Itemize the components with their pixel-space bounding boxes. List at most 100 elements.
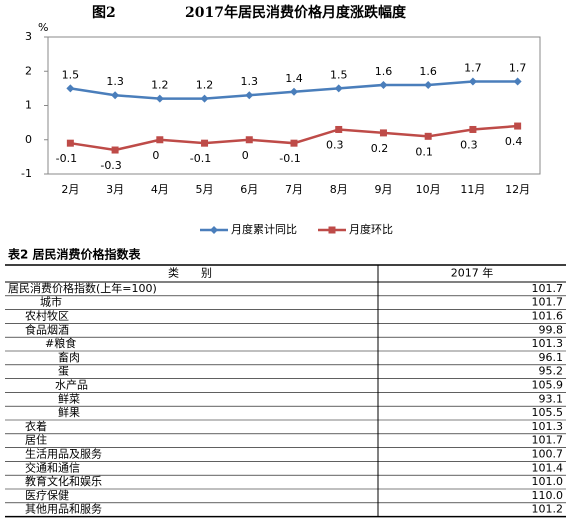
x-tick-label: 8月 [330, 183, 348, 196]
point [424, 132, 432, 140]
row-value: 99.8 [539, 323, 564, 336]
figure-label: 图2 [92, 5, 116, 21]
data-label: 0.4 [505, 135, 523, 148]
data-label: 0 [152, 149, 159, 162]
legend-label: 月度累计同比 [231, 222, 297, 236]
point [155, 94, 164, 103]
data-label: 0.1 [415, 145, 433, 158]
row-value: 100.7 [532, 448, 564, 461]
data-label: -0.1 [279, 152, 300, 165]
row-value: 110.0 [532, 489, 564, 502]
data-label: -0.1 [190, 152, 211, 165]
point [111, 146, 119, 154]
y-tick-label: 2 [25, 64, 32, 77]
y-tick-label: 1 [25, 99, 32, 112]
point [290, 139, 298, 147]
data-label: 1.7 [464, 62, 482, 75]
data-label: 1.5 [330, 68, 348, 81]
row-label: 蛋 [58, 365, 69, 378]
point [245, 91, 254, 100]
data-label: 1.2 [196, 79, 214, 92]
row-label: 鲜果 [58, 405, 80, 419]
data-label: 0.2 [371, 142, 389, 155]
point [335, 125, 343, 133]
row-value: 96.1 [539, 351, 564, 364]
data-label: 1.2 [151, 79, 169, 92]
data-label: 1.4 [285, 72, 303, 85]
point [424, 80, 433, 89]
data-label: 1.3 [106, 75, 124, 88]
row-value: 101.7 [532, 434, 564, 447]
row-value: 105.9 [532, 379, 564, 392]
point [210, 226, 218, 234]
row-label: 衣着 [25, 419, 47, 433]
point [468, 77, 477, 86]
row-label: 鲜菜 [58, 391, 80, 405]
point [379, 80, 388, 89]
point [156, 136, 164, 144]
data-label: 0.3 [460, 138, 478, 151]
row-label: 农村牧区 [25, 309, 69, 323]
row-label: 食品烟酒 [25, 322, 69, 336]
point [513, 77, 522, 86]
row-label: 城市 [40, 295, 62, 309]
unit-label: % [38, 21, 48, 34]
point [200, 94, 209, 103]
point [245, 136, 253, 144]
data-label: 1.6 [419, 65, 437, 78]
data-label: 0 [242, 149, 249, 162]
data-label: -0.1 [56, 152, 77, 165]
y-tick-label: 0 [25, 133, 32, 146]
chart-title: 2017年居民消费价格月度涨跌幅度 [185, 4, 407, 21]
data-label: 1.3 [241, 75, 259, 88]
row-value: 93.1 [539, 392, 564, 405]
y-tick-label: 3 [25, 30, 32, 43]
row-label: 生活用品及服务 [25, 447, 102, 461]
data-label: 0.3 [326, 138, 344, 151]
point [469, 125, 477, 133]
point [201, 139, 209, 147]
point [514, 122, 522, 130]
point [66, 84, 75, 93]
row-value: 105.5 [532, 406, 564, 419]
row-value: 101.4 [532, 461, 564, 474]
point [328, 226, 336, 234]
row-label: 居住 [25, 433, 47, 447]
x-tick-label: 11月 [460, 183, 485, 196]
row-label: 其他用品和服务 [25, 503, 102, 516]
row-value: 95.2 [539, 365, 564, 378]
row-label: #粮食 [45, 336, 76, 350]
table-header: 类 别 [168, 266, 212, 280]
x-tick-label: 7月 [285, 183, 303, 196]
table-title: 表2 居民消费价格指数表 [7, 247, 142, 262]
point [290, 87, 298, 96]
data-label: 1.7 [509, 62, 527, 75]
x-tick-label: 4月 [151, 183, 169, 196]
data-label: -0.3 [100, 159, 121, 172]
point [66, 139, 74, 147]
table-header: 2017 年 [451, 266, 494, 280]
x-tick-label: 3月 [106, 183, 124, 196]
row-label: 教育文化和娱乐 [25, 474, 102, 488]
x-tick-label: 12月 [505, 183, 530, 196]
x-tick-label: 6月 [240, 183, 258, 196]
row-value: 101.0 [532, 475, 564, 488]
row-value: 101.7 [532, 296, 564, 309]
x-tick-label: 2月 [61, 183, 79, 196]
x-tick-label: 9月 [374, 183, 392, 196]
y-tick-label: -1 [21, 167, 32, 180]
point [379, 129, 387, 137]
row-value: 101.3 [532, 420, 564, 433]
point [111, 91, 120, 100]
row-value: 101.6 [532, 310, 564, 323]
row-value: 101.3 [532, 337, 564, 350]
row-label: 交通和通信 [25, 460, 80, 474]
data-label: 1.6 [375, 65, 393, 78]
data-label: 1.5 [62, 68, 80, 81]
x-tick-label: 10月 [416, 183, 441, 196]
row-label: 医疗保健 [25, 488, 69, 502]
row-label: 居民消费价格指数(上年=100) [8, 281, 157, 295]
row-label: 水产品 [55, 378, 88, 392]
row-label: 畜肉 [58, 350, 80, 364]
